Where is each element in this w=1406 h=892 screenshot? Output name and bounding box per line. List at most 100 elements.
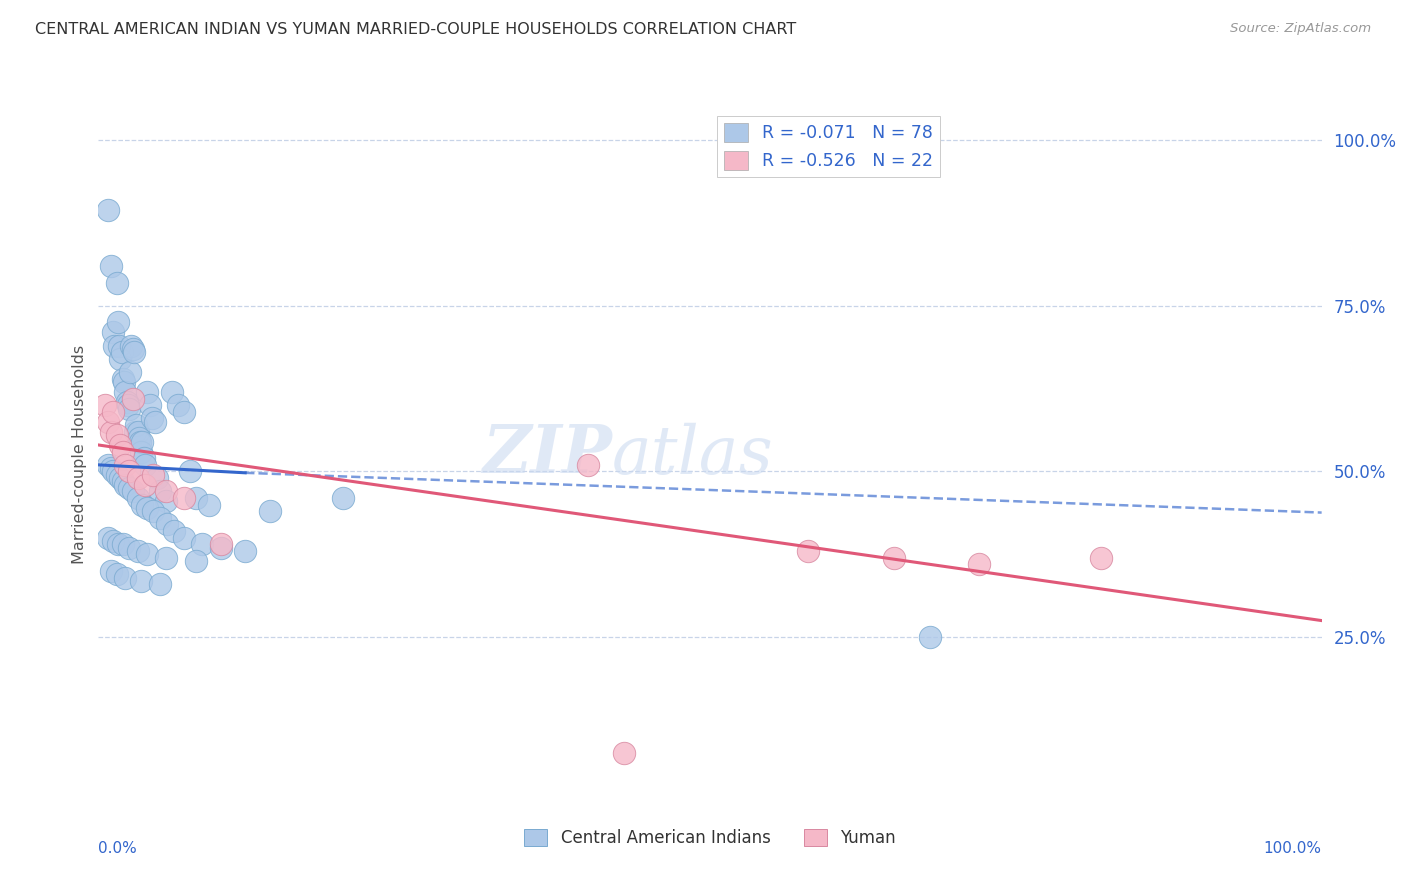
Point	[100, 461, 122, 475]
Point	[132, 451, 155, 466]
Point	[149, 511, 172, 525]
Point	[101, 405, 124, 419]
Text: CENTRAL AMERICAN INDIAN VS YUMAN MARRIED-COUPLE HOUSEHOLDS CORRELATION CHART: CENTRAL AMERICAN INDIAN VS YUMAN MARRIED…	[35, 22, 796, 37]
Point	[97, 202, 120, 217]
Point	[259, 504, 281, 518]
Point	[1090, 550, 1112, 565]
Point	[179, 465, 201, 479]
Point	[105, 276, 128, 290]
Point	[209, 537, 232, 551]
Point	[115, 395, 138, 409]
Point	[110, 438, 132, 452]
Point	[105, 467, 128, 482]
Point	[118, 541, 141, 555]
Point	[136, 384, 159, 399]
Point	[233, 544, 256, 558]
Point	[120, 338, 142, 352]
Text: 100.0%: 100.0%	[1264, 841, 1322, 856]
Point	[97, 531, 120, 545]
Point	[100, 564, 122, 578]
Point	[146, 471, 169, 485]
Point	[125, 418, 148, 433]
Point	[111, 475, 134, 489]
Point	[127, 425, 149, 439]
Point	[142, 467, 165, 482]
Point	[967, 558, 990, 572]
Point	[129, 444, 152, 458]
Point	[110, 471, 132, 485]
Point	[121, 342, 143, 356]
Point	[108, 338, 131, 352]
Point	[920, 630, 942, 644]
Point	[93, 398, 115, 412]
Point	[128, 431, 150, 445]
Point	[118, 481, 141, 495]
Point	[141, 411, 163, 425]
Point	[797, 544, 820, 558]
Point	[111, 444, 134, 458]
Text: atlas: atlas	[612, 422, 773, 488]
Point	[186, 554, 208, 568]
Point	[114, 570, 136, 584]
Point	[97, 415, 120, 429]
Point	[100, 425, 122, 439]
Point	[576, 458, 599, 472]
Point	[173, 491, 195, 505]
Point	[110, 351, 132, 366]
Point	[127, 544, 149, 558]
Point	[101, 465, 124, 479]
Text: Source: ZipAtlas.com: Source: ZipAtlas.com	[1230, 22, 1371, 36]
Point	[121, 392, 143, 406]
Point	[149, 484, 172, 499]
Point	[118, 465, 141, 479]
Point	[155, 494, 177, 508]
Point	[117, 398, 139, 412]
Point	[173, 405, 195, 419]
Point	[883, 550, 905, 565]
Point	[197, 498, 219, 512]
Point	[167, 398, 190, 412]
Point	[105, 567, 128, 582]
Point	[111, 372, 134, 386]
Point	[155, 484, 177, 499]
Point	[111, 537, 134, 551]
Point	[149, 577, 172, 591]
Point	[122, 345, 145, 359]
Point	[156, 517, 179, 532]
Point	[127, 491, 149, 505]
Point	[613, 746, 636, 760]
Point	[191, 537, 214, 551]
Point	[111, 345, 134, 359]
Point	[114, 384, 136, 399]
Point	[105, 428, 128, 442]
Point	[136, 500, 159, 515]
Point	[118, 401, 141, 416]
Text: 0.0%: 0.0%	[98, 841, 138, 856]
Text: ZIP: ZIP	[482, 423, 612, 487]
Point	[155, 550, 177, 565]
Point	[332, 491, 354, 505]
Point	[129, 574, 152, 588]
Point	[107, 315, 129, 329]
Point	[120, 365, 142, 379]
Point	[129, 434, 152, 449]
Point	[160, 384, 183, 399]
Point	[107, 537, 129, 551]
Point	[127, 471, 149, 485]
Point	[124, 425, 146, 439]
Point	[114, 477, 136, 491]
Point	[143, 415, 166, 429]
Point	[103, 338, 125, 352]
Point	[121, 484, 143, 499]
Point	[101, 534, 124, 549]
Point	[101, 326, 124, 340]
Point	[131, 434, 153, 449]
Point	[97, 458, 120, 472]
Point	[112, 375, 135, 389]
Point	[131, 498, 153, 512]
Y-axis label: Married-couple Households: Married-couple Households	[72, 345, 87, 565]
Point	[142, 504, 165, 518]
Point	[209, 541, 232, 555]
Point	[163, 524, 186, 538]
Point	[134, 477, 156, 491]
